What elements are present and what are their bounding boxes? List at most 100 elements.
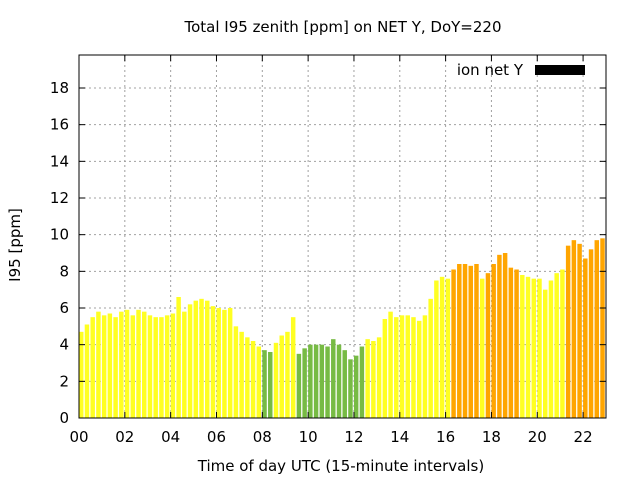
bar bbox=[497, 254, 502, 418]
bar bbox=[514, 269, 519, 418]
bar bbox=[439, 276, 445, 418]
x-tick-label: 18 bbox=[482, 428, 501, 446]
bar bbox=[525, 276, 531, 418]
bar bbox=[531, 278, 537, 418]
bar bbox=[119, 311, 124, 418]
bar bbox=[359, 346, 365, 418]
y-tick-label: 8 bbox=[59, 262, 69, 280]
bar bbox=[84, 324, 90, 418]
bar bbox=[79, 331, 84, 418]
bar bbox=[537, 278, 542, 418]
bar bbox=[502, 253, 508, 418]
bar bbox=[113, 317, 118, 418]
x-tick-label: 14 bbox=[390, 428, 409, 446]
bar bbox=[491, 264, 496, 418]
bar bbox=[124, 309, 130, 418]
bar bbox=[159, 317, 164, 418]
bar bbox=[520, 275, 525, 418]
bar bbox=[147, 315, 153, 418]
bar bbox=[187, 304, 193, 418]
grid bbox=[79, 55, 606, 418]
x-tick-label: 16 bbox=[436, 428, 455, 446]
bar bbox=[96, 311, 101, 418]
bar bbox=[239, 331, 244, 418]
bar bbox=[170, 313, 176, 418]
bar bbox=[336, 344, 342, 418]
bar bbox=[594, 240, 600, 418]
bar bbox=[245, 337, 250, 418]
bar bbox=[233, 326, 239, 418]
bar bbox=[250, 341, 256, 418]
bar bbox=[142, 311, 147, 418]
y-tick-label: 4 bbox=[59, 336, 69, 354]
bar bbox=[136, 309, 141, 418]
bar bbox=[468, 265, 473, 418]
y-tick-label: 10 bbox=[50, 226, 69, 244]
bar bbox=[153, 317, 158, 418]
bar bbox=[268, 352, 273, 418]
bar bbox=[313, 344, 319, 418]
x-tick-label: 04 bbox=[161, 428, 180, 446]
y-tick-label: 12 bbox=[50, 189, 69, 207]
y-tick-label: 18 bbox=[50, 79, 69, 97]
bar bbox=[588, 249, 594, 418]
y-tick-label: 0 bbox=[59, 409, 69, 427]
bar bbox=[485, 273, 491, 418]
bar bbox=[182, 311, 187, 418]
bars bbox=[79, 238, 605, 418]
bar bbox=[571, 240, 577, 418]
legend-label: ion net Y bbox=[457, 61, 524, 79]
bar bbox=[296, 353, 302, 418]
x-tick-label: 08 bbox=[253, 428, 272, 446]
bar bbox=[583, 258, 588, 418]
bar bbox=[290, 317, 296, 418]
bar bbox=[554, 273, 559, 418]
x-tick-label: 20 bbox=[528, 428, 547, 446]
bar bbox=[565, 245, 571, 418]
bar bbox=[164, 315, 170, 418]
bar bbox=[342, 350, 347, 418]
bar bbox=[388, 311, 393, 418]
bar bbox=[479, 278, 485, 418]
bar bbox=[176, 297, 181, 418]
bar bbox=[508, 267, 514, 418]
x-tick-label: 10 bbox=[299, 428, 318, 446]
bar bbox=[394, 317, 399, 418]
y-tick-label: 14 bbox=[50, 152, 69, 170]
bar bbox=[600, 238, 605, 418]
chart-title: Total I95 zenith [ppm] on NET Y, DoY=220 bbox=[183, 18, 501, 36]
bar bbox=[353, 355, 359, 418]
bar bbox=[462, 264, 468, 418]
y-tick-label: 16 bbox=[50, 116, 69, 134]
bar bbox=[474, 264, 479, 418]
bar bbox=[227, 308, 233, 418]
bar bbox=[457, 264, 462, 418]
x-tick-label: 02 bbox=[115, 428, 134, 446]
bar bbox=[193, 300, 199, 418]
y-tick-label: 6 bbox=[59, 299, 69, 317]
bar bbox=[382, 319, 388, 418]
bar bbox=[428, 298, 433, 418]
bar bbox=[199, 298, 204, 418]
bar bbox=[279, 335, 284, 418]
bar bbox=[256, 346, 262, 418]
bar bbox=[451, 269, 456, 418]
bar bbox=[130, 315, 136, 418]
y-axis-label: I95 [ppm] bbox=[6, 208, 24, 282]
bar bbox=[205, 300, 210, 418]
bar bbox=[308, 344, 313, 418]
bar bbox=[434, 280, 439, 418]
bar bbox=[542, 289, 548, 418]
legend: ion net Y bbox=[457, 61, 585, 79]
bar bbox=[371, 341, 376, 418]
bar bbox=[405, 315, 410, 418]
bar bbox=[302, 348, 307, 418]
bar bbox=[285, 331, 290, 418]
bar bbox=[319, 344, 325, 418]
x-tick-label: 22 bbox=[574, 428, 593, 446]
bar bbox=[560, 269, 565, 418]
x-tick-label: 06 bbox=[207, 428, 226, 446]
bar bbox=[222, 309, 227, 418]
